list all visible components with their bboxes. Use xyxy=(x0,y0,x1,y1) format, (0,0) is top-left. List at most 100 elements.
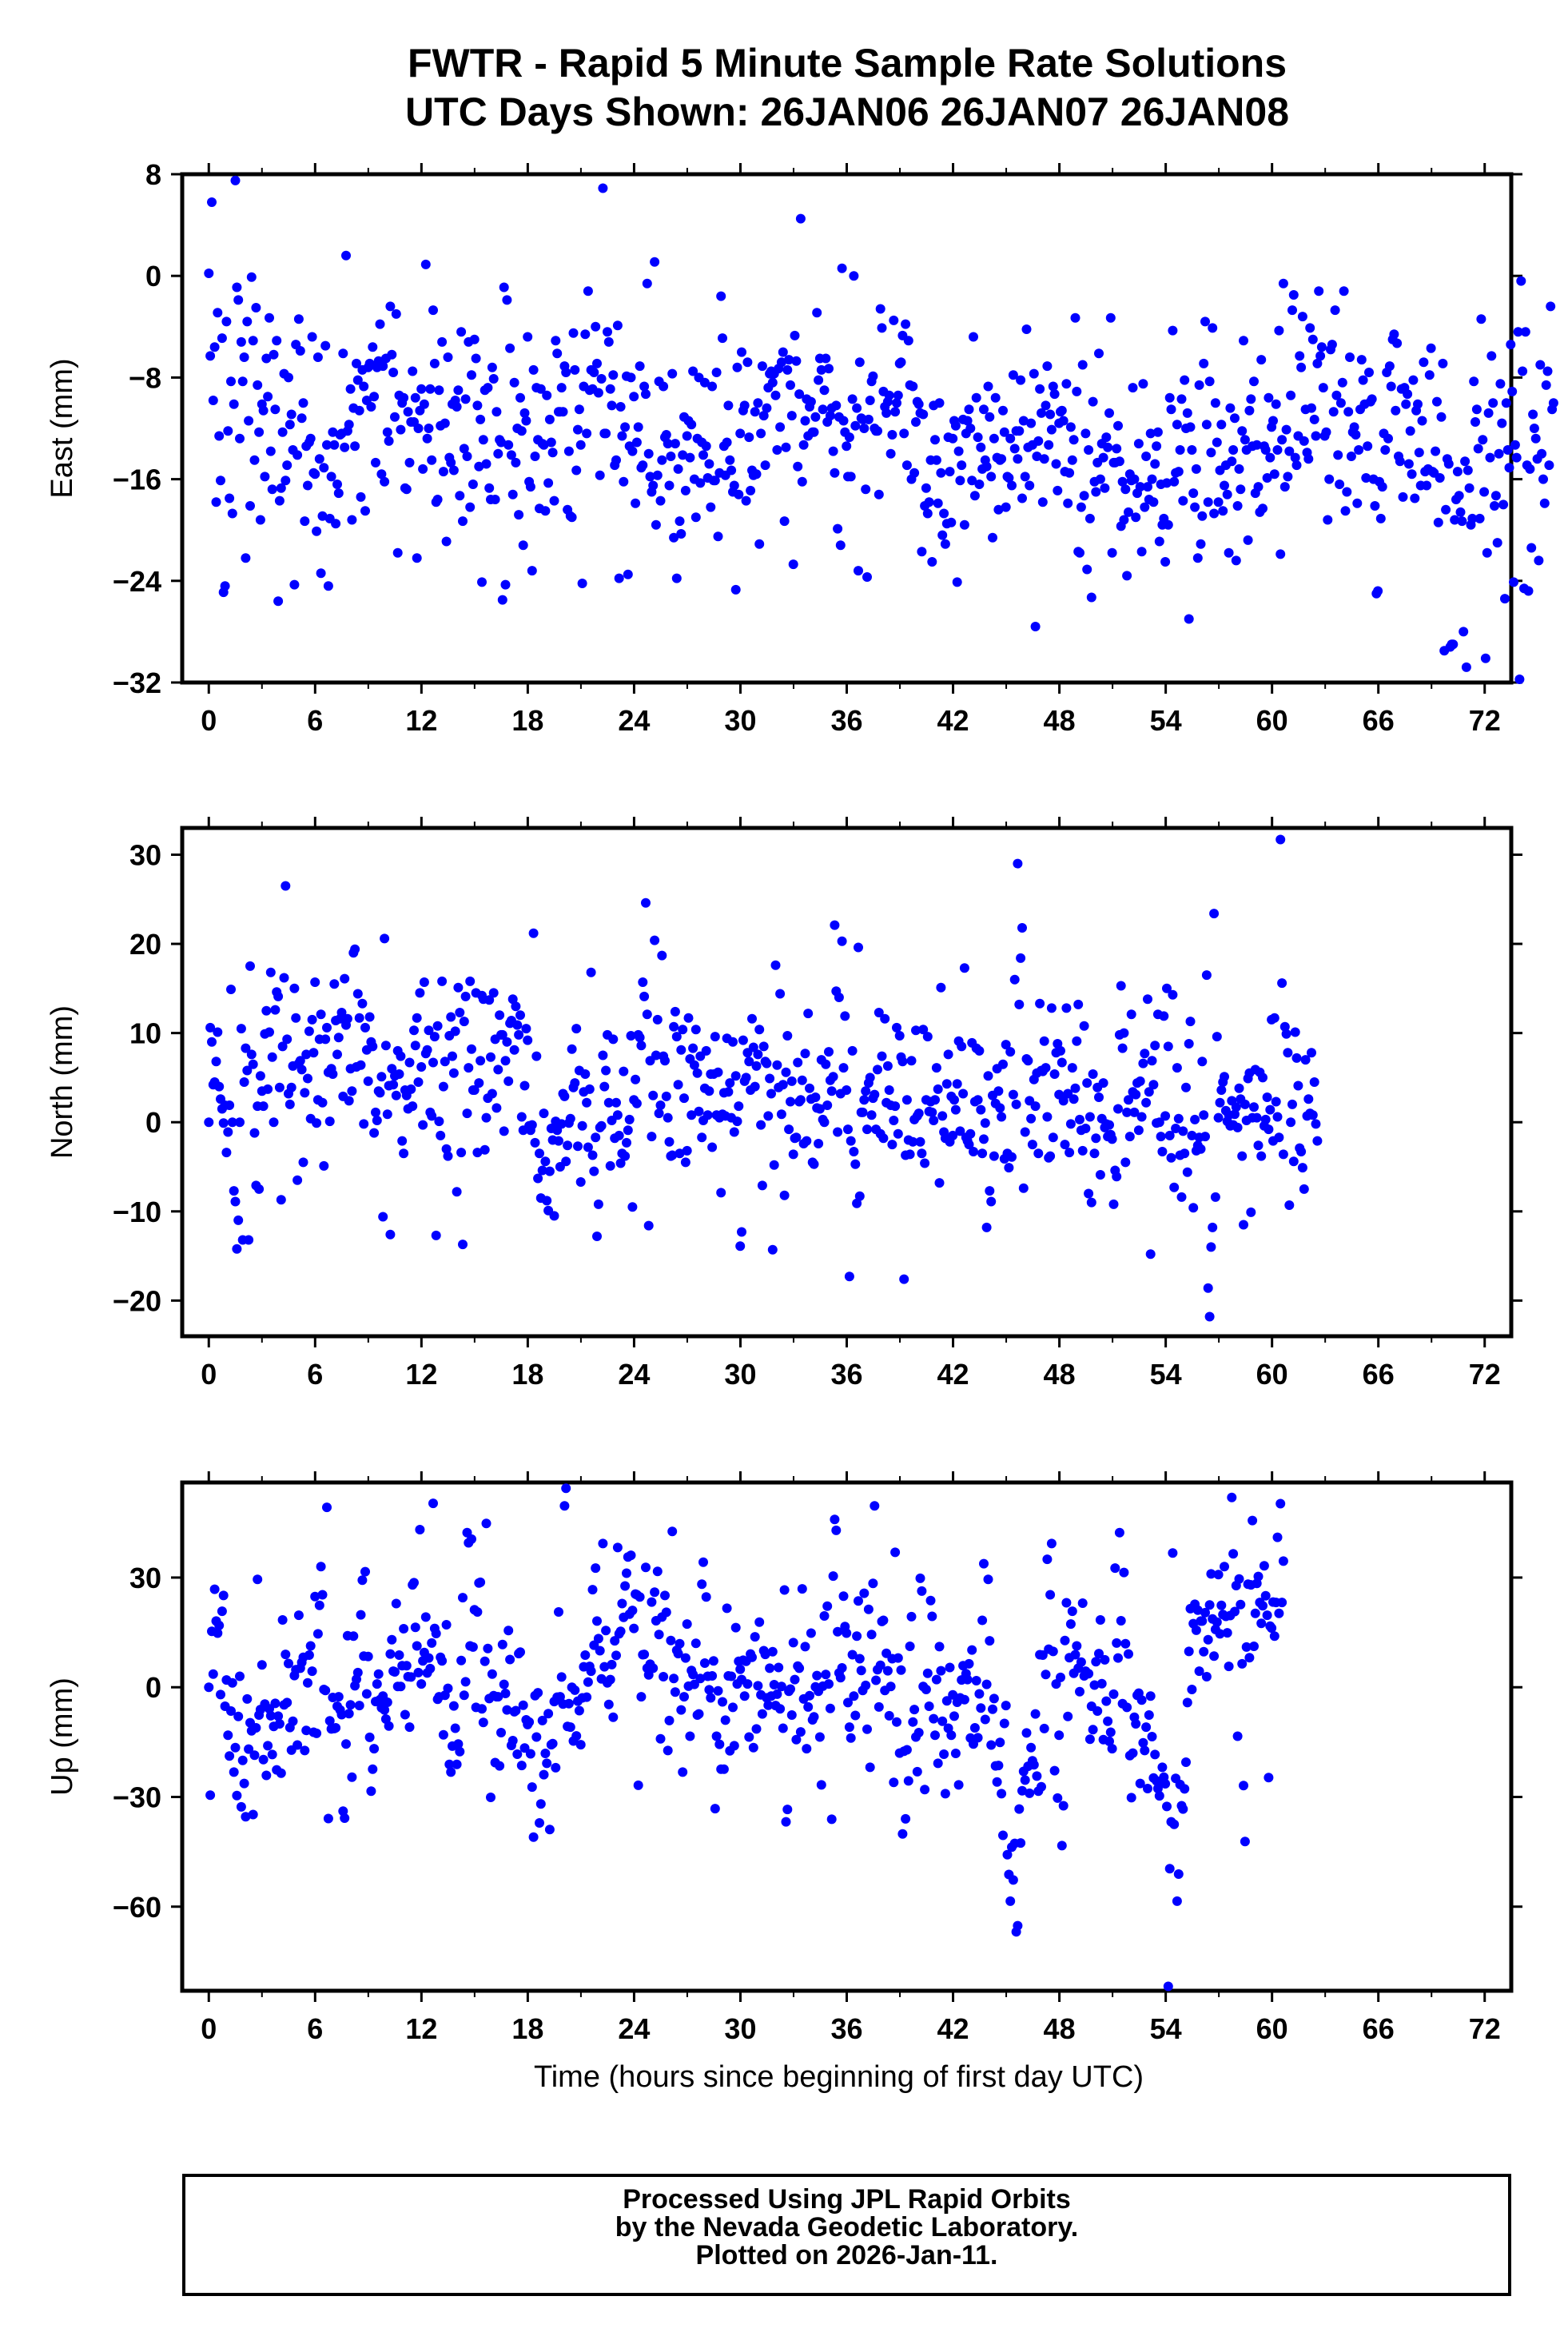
east-data-point xyxy=(762,403,772,413)
east-data-point xyxy=(225,493,235,503)
up-data-point xyxy=(1058,1801,1069,1811)
east-data-point xyxy=(791,356,802,366)
up-data-point xyxy=(1157,1762,1168,1773)
east-data-point xyxy=(1509,577,1518,587)
east-data-point xyxy=(1119,515,1129,525)
north-data-point xyxy=(998,1059,1008,1069)
north-data-point xyxy=(647,1132,657,1142)
east-data-point xyxy=(1349,422,1359,432)
east-x-tick-label: 36 xyxy=(830,704,862,737)
up-data-point xyxy=(675,1638,685,1649)
north-data-point xyxy=(573,1141,583,1152)
north-data-point xyxy=(269,1117,279,1128)
up-data-point xyxy=(361,1689,372,1699)
north-data-point xyxy=(347,1086,357,1096)
east-data-point xyxy=(316,568,326,579)
up-data-point xyxy=(261,1770,272,1781)
east-data-point xyxy=(1363,441,1373,452)
east-data-point xyxy=(946,517,957,527)
up-data-point xyxy=(1089,1680,1100,1690)
north-data-point xyxy=(263,1084,273,1094)
east-data-point xyxy=(795,213,806,224)
east-data-point xyxy=(1432,396,1442,407)
east-data-point xyxy=(359,381,369,392)
east-data-point xyxy=(506,450,516,460)
up-data-point xyxy=(615,1626,626,1637)
east-data-point xyxy=(1113,420,1123,431)
north-data-point xyxy=(918,1025,929,1035)
east-data-point xyxy=(1417,416,1427,426)
north-data-point xyxy=(368,1041,378,1052)
east-data-point xyxy=(1467,513,1478,523)
east-data-point xyxy=(782,364,793,375)
east-data-point xyxy=(1037,497,1048,507)
up-data-point xyxy=(934,1642,945,1652)
east-data-point xyxy=(1265,452,1275,463)
north-data-point xyxy=(1039,1036,1049,1046)
east-data-point xyxy=(556,383,567,393)
north-data-point xyxy=(1141,1097,1152,1108)
east-data-point xyxy=(281,476,291,486)
north-data-point xyxy=(1171,1124,1181,1133)
east-data-point xyxy=(558,407,568,417)
east-data-point xyxy=(269,349,279,360)
east-data-point xyxy=(1342,487,1352,497)
east-data-point xyxy=(1331,390,1342,400)
up-data-point xyxy=(833,1626,843,1637)
east-data-point xyxy=(574,404,584,415)
east-data-point xyxy=(979,404,989,415)
east-data-point xyxy=(1072,386,1082,396)
up-data-point xyxy=(678,1767,688,1777)
north-data-point xyxy=(329,979,340,989)
north-data-point xyxy=(519,1080,530,1091)
north-data-point xyxy=(1079,1021,1089,1031)
east-data-point xyxy=(1228,445,1239,455)
north-data-point xyxy=(837,936,847,946)
east-data-point xyxy=(605,384,615,394)
north-data-point xyxy=(495,1010,505,1021)
east-data-point xyxy=(793,461,803,472)
north-data-point xyxy=(819,1117,830,1128)
up-data-point xyxy=(348,1631,359,1642)
north-data-point xyxy=(1056,1045,1065,1056)
up-data-point xyxy=(1039,1723,1049,1733)
east-data-point xyxy=(1414,448,1424,458)
up-data-point xyxy=(660,1590,670,1601)
north-data-point xyxy=(415,988,425,998)
east-y-tick-label: −8 xyxy=(129,361,161,394)
east-data-point xyxy=(611,455,621,465)
up-data-point xyxy=(1057,1841,1067,1851)
up-data-point xyxy=(854,1654,865,1664)
east-data-point xyxy=(814,375,824,385)
east-data-point xyxy=(312,526,322,536)
east-data-point xyxy=(1535,360,1546,370)
east-data-point xyxy=(854,357,865,368)
up-data-point xyxy=(598,1538,608,1549)
up-data-point xyxy=(901,1745,912,1755)
east-data-point xyxy=(1436,412,1447,422)
up-data-point xyxy=(1241,1642,1252,1652)
east-data-point xyxy=(1490,501,1499,511)
east-data-point xyxy=(1016,375,1026,385)
up-data-point xyxy=(930,1730,940,1741)
north-data-point xyxy=(261,1005,272,1016)
east-data-point xyxy=(419,399,429,409)
up-data-point xyxy=(244,1744,254,1754)
up-data-point xyxy=(635,1592,645,1602)
north-data-point xyxy=(635,1033,645,1043)
up-data-point xyxy=(452,1759,462,1769)
east-data-point xyxy=(718,333,727,344)
east-data-point xyxy=(502,295,512,305)
north-data-point xyxy=(615,1158,626,1168)
up-data-point xyxy=(1088,1725,1098,1735)
up-data-point xyxy=(1029,1760,1039,1770)
up-data-point xyxy=(652,1566,663,1577)
north-data-point xyxy=(1288,1156,1299,1167)
up-data-point xyxy=(950,1749,961,1758)
east-data-point xyxy=(825,411,835,421)
east-data-point xyxy=(1448,639,1459,650)
north-data-point xyxy=(1173,1113,1184,1124)
up-data-point xyxy=(979,1558,989,1569)
up-data-point xyxy=(563,1698,574,1709)
east-x-tick-label: 0 xyxy=(201,704,217,737)
